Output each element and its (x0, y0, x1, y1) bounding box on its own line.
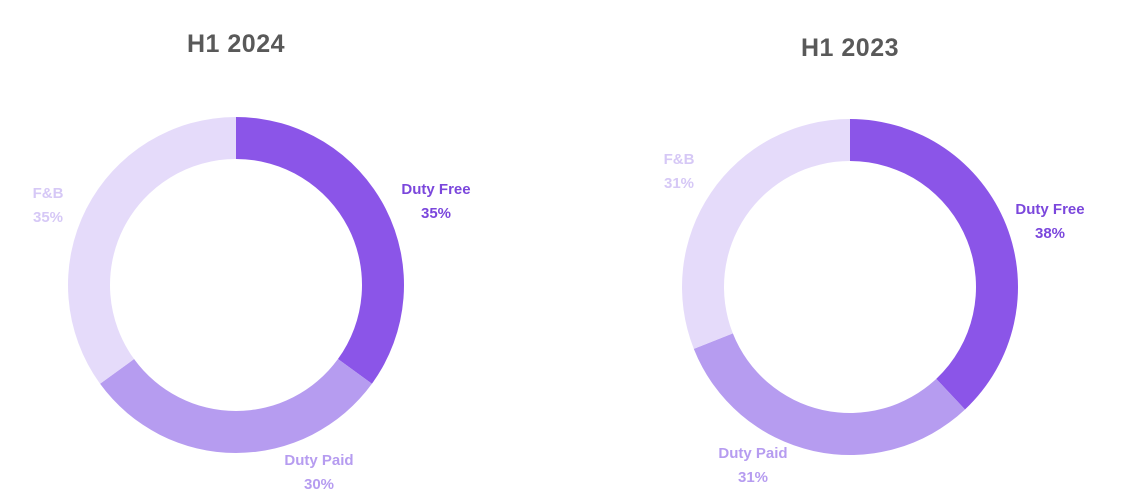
slice-label-duty-paid: Duty Paid 30% (284, 449, 353, 497)
slice-value: 31% (663, 175, 695, 192)
slice-label-fnb: F&B 35% (33, 182, 64, 230)
chart-title: H1 2023 (800, 34, 900, 62)
slice-fnb (68, 116, 236, 384)
chart-title: H1 2024 (186, 30, 286, 58)
donut-svg (68, 116, 404, 453)
slice-fnb (682, 119, 850, 349)
slice-value: 30% (303, 476, 335, 493)
slice-label-duty-paid: Duty Paid 31% (718, 442, 787, 490)
slice-name: F&B (32, 185, 64, 202)
slice-label-duty-free: Duty Free 35% (401, 178, 470, 226)
slice-label-fnb: F&B 31% (664, 148, 695, 196)
slice-name: F&B (663, 151, 695, 168)
slice-value: 31% (737, 469, 769, 486)
slice-value: 35% (420, 205, 452, 222)
slice-name: Duty Free (1015, 201, 1085, 218)
slice-name: Duty Paid (284, 452, 354, 469)
slice-duty-free (236, 117, 404, 384)
slice-value: 35% (32, 209, 64, 226)
slice-name: Duty Paid (718, 445, 788, 462)
donut-chart-h1-2023: H1 2023 Duty Free 38% Duty Paid 31% F&B … (567, 0, 1134, 504)
donut-chart-h1-2024: H1 2024 Duty Free 35% Duty Paid 30% F&B … (33, 30, 471, 497)
slice-duty-paid (100, 359, 372, 453)
slice-duty-paid (693, 333, 966, 456)
slice-duty-free (850, 119, 1018, 410)
slice-value: 38% (1034, 225, 1066, 242)
slice-label-duty-free: Duty Free 38% (1015, 198, 1084, 246)
donut-svg (682, 119, 1018, 456)
slice-name: Duty Free (401, 181, 471, 198)
